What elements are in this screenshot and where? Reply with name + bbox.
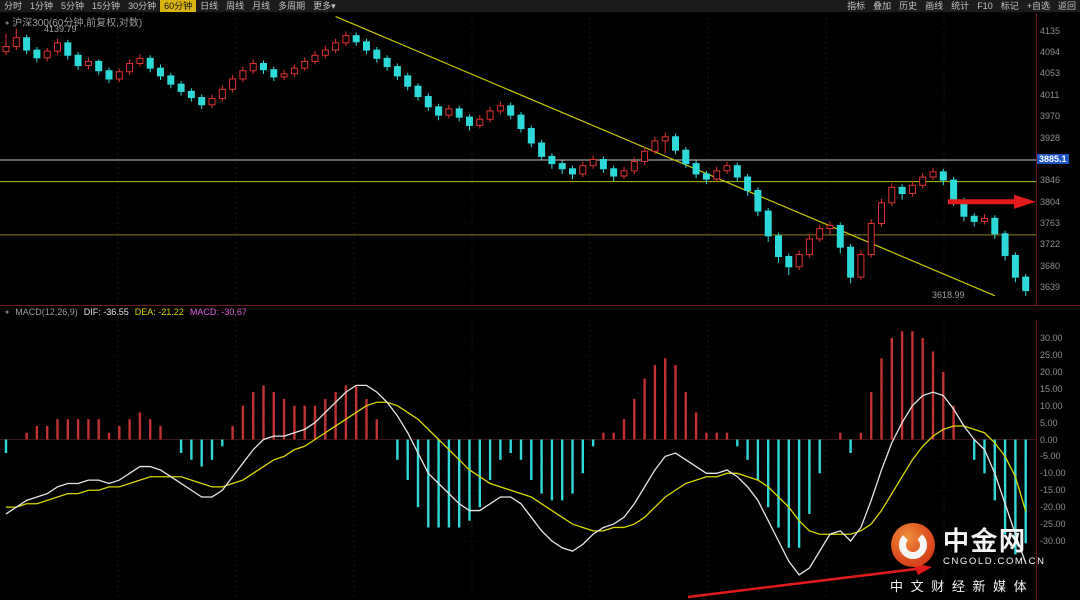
watermark-brand: 中金网 xyxy=(943,526,1028,556)
menu-right: 指标 叠加 历史 画线 统计 F10 标记 +自选 返回 xyxy=(843,0,1080,12)
panel-divider[interactable] xyxy=(0,305,1080,306)
price-axis-label: 3680 xyxy=(1040,260,1061,271)
main-chart-canvas[interactable] xyxy=(0,12,1036,305)
menu-item-叠加[interactable]: 叠加 xyxy=(873,1,892,11)
menu-item-周线[interactable]: 周线 xyxy=(226,1,245,11)
menu-item-历史[interactable]: 历史 xyxy=(899,1,918,11)
watermark-row: 中金网 CNGOLD.COM.CN xyxy=(890,522,1070,573)
main-chart-panel[interactable]: ● 沪深300(60分钟,前复权,对数) 4139.79 3618.99 xyxy=(0,12,1036,305)
price-marker: 3885.1 xyxy=(1037,153,1069,164)
collapse-icon[interactable]: ● xyxy=(5,20,10,27)
price-axis-label: 3763 xyxy=(1040,217,1061,228)
price-axis-label: 4053 xyxy=(1040,68,1061,79)
menu-left: 分时 1分钟 5分钟 15分钟 30分钟 60分钟 日线 周线 月线 多周期 更多▾ xyxy=(0,0,340,12)
price-axis-label: 3970 xyxy=(1040,111,1061,122)
macd-axis-label: 30.00 xyxy=(1040,333,1063,343)
peak-price-label: 4139.79 xyxy=(44,24,77,34)
dif-value: DIF: -36.55 xyxy=(83,307,129,317)
menu-item-F10[interactable]: F10 xyxy=(977,1,993,11)
menu-item-30分钟[interactable]: 30分钟 xyxy=(128,1,157,11)
indicator-collapse-icon[interactable]: ● xyxy=(5,309,10,316)
macd-axis-label: -5.00 xyxy=(1040,451,1061,462)
price-axis-label: 4135 xyxy=(1040,26,1061,36)
menu-item-日线[interactable]: 日线 xyxy=(200,1,219,11)
price-axis-label: 3846 xyxy=(1040,175,1061,186)
macd-axis-label: 15.00 xyxy=(1040,383,1063,394)
menu-item-1分钟[interactable]: 1分钟 xyxy=(30,1,54,11)
watermark-domain: CNGOLD.COM.CN xyxy=(943,556,1046,567)
macd-axis-label: -10.00 xyxy=(1040,468,1066,479)
menu-item-15分钟[interactable]: 15分钟 xyxy=(92,1,121,11)
macd-axis-label: 10.00 xyxy=(1040,400,1063,411)
macd-axis-label: -20.00 xyxy=(1040,502,1066,513)
menu-item-月线[interactable]: 月线 xyxy=(252,1,271,11)
macd-axis-label: 25.00 xyxy=(1040,349,1063,360)
watermark-text: 中金网 CNGOLD.COM.CN xyxy=(943,526,1046,568)
menu-item-更多▾[interactable]: 更多▾ xyxy=(313,1,336,11)
price-axis-label: 4011 xyxy=(1040,89,1060,100)
price-axis-label: 4094 xyxy=(1040,47,1061,58)
menu-item-+自选[interactable]: +自选 xyxy=(1026,1,1050,11)
dea-value: DEA: -21.22 xyxy=(134,307,184,317)
macd-axis-label: 0.00 xyxy=(1040,434,1058,445)
menu-item-画线[interactable]: 画线 xyxy=(925,1,944,11)
macd-header: ● MACD(12,26,9) DIF: -36.55 DEA: -21.22 MACD… xyxy=(5,307,253,319)
price-axis: 4135 4094 4053 4011 3970 3928 3885.1 3846 3804 37… xyxy=(1036,12,1080,305)
chart-title: 沪深300(60分钟,前复权,对数) xyxy=(12,18,143,29)
price-axis-label: 3639 xyxy=(1040,281,1061,292)
menu-item-多周期[interactable]: 多周期 xyxy=(278,1,306,11)
menu-item-标记[interactable]: 标记 xyxy=(1000,1,1019,11)
macd-canvas[interactable] xyxy=(0,320,1036,600)
menu-item-返回[interactable]: 返回 xyxy=(1057,1,1076,11)
macd-axis: 30.00 25.00 20.00 15.00 10.00 5.00 0.00 -5.00 -1… xyxy=(1036,320,1080,600)
macd-axis-label: -30.00 xyxy=(1040,535,1066,546)
watermark-tagline: 中 文 财 经 新 媒 体 xyxy=(890,579,1029,594)
macd-value: MACD: -30.67 xyxy=(189,307,247,317)
menu-item-指标[interactable]: 指标 xyxy=(847,1,866,11)
cngold-logo-icon xyxy=(890,522,936,573)
macd-axis-label: 20.00 xyxy=(1040,366,1063,377)
chart-title-row: ● 沪深300(60分钟,前复权,对数) xyxy=(5,14,142,29)
price-axis-label: 3928 xyxy=(1040,132,1061,143)
price-axis-label: 3722 xyxy=(1040,239,1061,250)
menubar: 分时 1分钟 5分钟 15分钟 30分钟 60分钟 日线 周线 月线 多周期 更多▾ 指标 叠加 历史画… xyxy=(0,0,1080,13)
macd-panel[interactable] xyxy=(0,320,1036,600)
trendline-end-label: 3618.99 xyxy=(932,290,965,300)
watermark: 中金网 CNGOLD.COM.CN 中 文 财 经 新 媒 体 xyxy=(890,522,1070,595)
macd-axis-label: -25.00 xyxy=(1040,519,1066,530)
menu-item-5分钟[interactable]: 5分钟 xyxy=(61,1,85,11)
menu-item-统计[interactable]: 统计 xyxy=(951,1,970,11)
menu-item-分时[interactable]: 分时 xyxy=(4,1,23,11)
macd-indicator-label[interactable]: MACD(12,26,9) xyxy=(15,307,78,317)
macd-axis-label: -15.00 xyxy=(1040,485,1066,496)
price-axis-label: 3804 xyxy=(1040,196,1061,207)
macd-axis-label: 5.00 xyxy=(1040,417,1058,428)
menu-item-60分钟[interactable]: 60分钟 xyxy=(160,0,197,12)
